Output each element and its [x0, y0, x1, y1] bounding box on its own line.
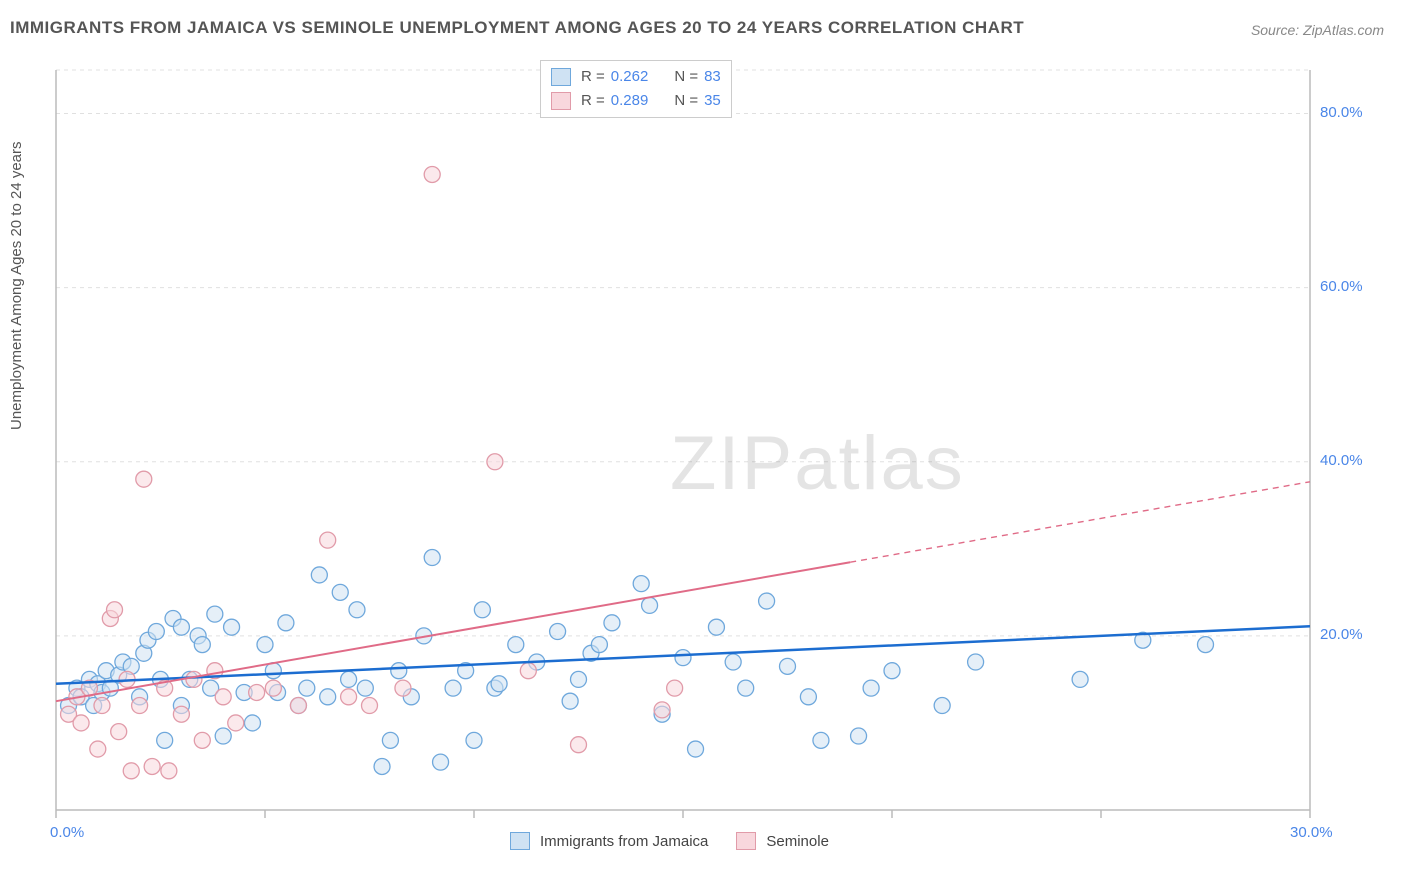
n-label: N = — [674, 65, 698, 89]
legend-item: Immigrants from Jamaica — [510, 832, 708, 850]
r-value: 0.289 — [611, 89, 649, 113]
n-value: 35 — [704, 89, 721, 113]
series-legend: Immigrants from Jamaica Seminole — [510, 832, 829, 850]
scatter-plot — [50, 60, 1370, 820]
legend-item: Seminole — [736, 832, 829, 850]
legend-swatch — [510, 832, 530, 850]
legend-row: R = 0.289 N = 35 — [551, 89, 721, 113]
y-tick-label: 80.0% — [1320, 104, 1363, 121]
y-tick-label: 40.0% — [1320, 452, 1363, 469]
legend-label: Seminole — [766, 833, 829, 850]
r-label: R = — [581, 89, 605, 113]
r-label: R = — [581, 65, 605, 89]
legend-swatch — [551, 68, 571, 86]
x-tick-label: 0.0% — [50, 824, 84, 841]
correlation-legend: R = 0.262 N = 83 R = 0.289 N = 35 — [540, 60, 732, 118]
n-value: 83 — [704, 65, 721, 89]
x-tick-label: 30.0% — [1290, 824, 1333, 841]
legend-swatch — [736, 832, 756, 850]
source-attribution: Source: ZipAtlas.com — [1251, 22, 1384, 38]
legend-label: Immigrants from Jamaica — [540, 833, 708, 850]
n-label: N = — [674, 89, 698, 113]
y-axis-label: Unemployment Among Ages 20 to 24 years — [8, 141, 25, 430]
y-tick-label: 20.0% — [1320, 626, 1363, 643]
legend-swatch — [551, 92, 571, 110]
y-tick-label: 60.0% — [1320, 278, 1363, 295]
r-value: 0.262 — [611, 65, 649, 89]
chart-area: R = 0.262 N = 83 R = 0.289 N = 35 ZIPatl… — [50, 60, 1370, 820]
chart-title: IMMIGRANTS FROM JAMAICA VS SEMINOLE UNEM… — [10, 18, 1024, 38]
legend-row: R = 0.262 N = 83 — [551, 65, 721, 89]
